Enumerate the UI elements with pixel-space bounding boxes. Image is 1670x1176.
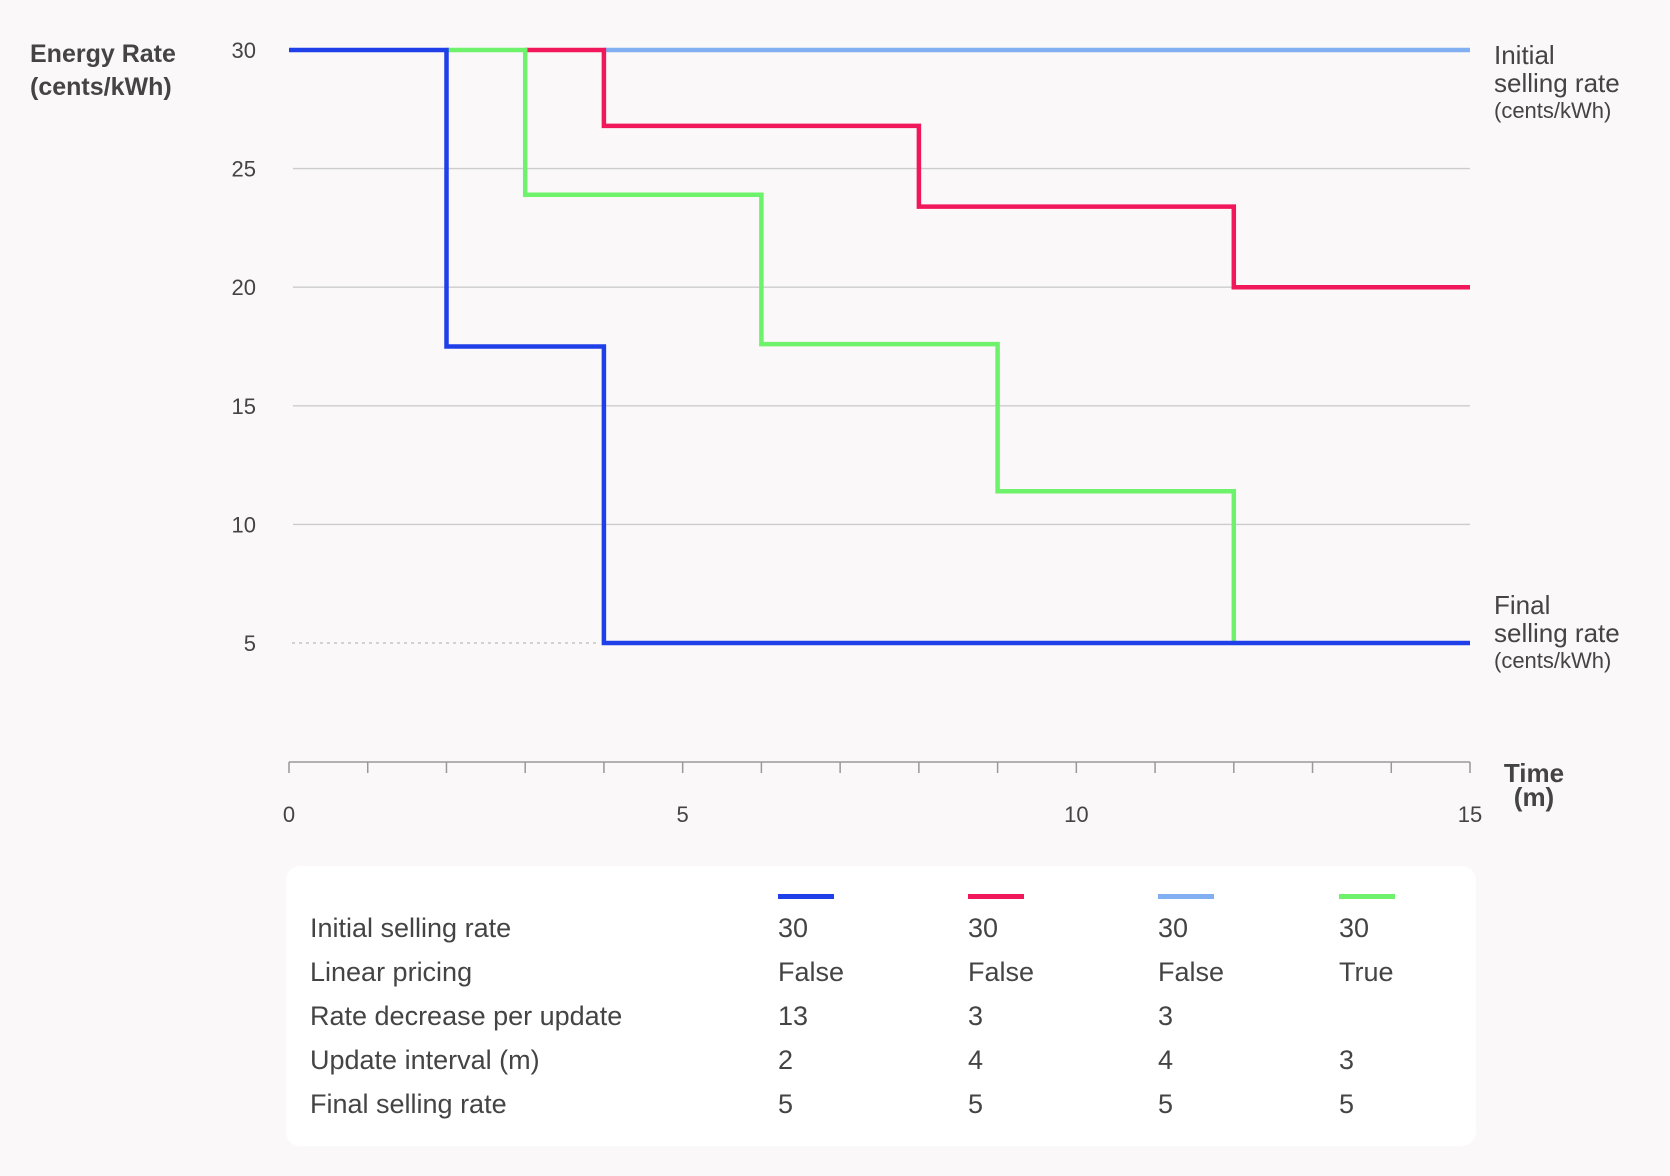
legend-cell: 3 <box>1339 1044 1355 1075</box>
legend-cell: 30 <box>1339 912 1370 943</box>
x-axis <box>288 761 1471 773</box>
legend-row-label: Rate decrease per update <box>310 1000 623 1031</box>
legend-row-label: Update interval (m) <box>310 1044 540 1075</box>
legend-swatch-cell <box>778 886 968 906</box>
legend-cell: 3 <box>1158 1000 1174 1031</box>
y-tick-labels: 30 25 20 15 10 5 <box>232 38 256 656</box>
series-line-4 <box>446 47 1237 643</box>
final-label-line1: Final <box>1494 590 1550 620</box>
y-tick-label: 10 <box>232 512 256 537</box>
y-axis-title-line2: (cents/kWh) <box>30 73 172 101</box>
legend-cell: 2 <box>778 1044 794 1075</box>
series-lines <box>289 47 1470 646</box>
initial-rate-label: Initial selling rate (cents/kWh) <box>1494 40 1620 123</box>
y-tick-label: 25 <box>232 157 256 182</box>
initial-label-line1: Initial <box>1494 40 1555 70</box>
series-line-2 <box>525 47 1470 290</box>
legend-swatch-row <box>310 886 1459 906</box>
legend-cell <box>1339 994 1459 1038</box>
legend-cell: 5 <box>778 1088 794 1119</box>
energy-rate-chart: Energy Rate (cents/kWh) 30 25 20 15 10 5 0 5 10… <box>30 38 1620 827</box>
legend-table-panel: Initial selling rate 30 30 30 30 Linear prici… <box>286 866 1476 1146</box>
y-axis-title-line1: Energy Rate <box>30 40 176 68</box>
legend-swatch <box>1158 893 1214 899</box>
x-tick-label: 15 <box>1458 802 1482 827</box>
y-tick-label: 15 <box>232 394 256 419</box>
final-label-line2: selling rate <box>1494 618 1620 648</box>
legend-row-label: Initial selling rate <box>310 912 512 943</box>
legend-cell: False <box>778 956 845 987</box>
legend-swatch <box>778 893 834 899</box>
legend-cell: 5 <box>1158 1088 1174 1119</box>
initial-label-line2: selling rate <box>1494 68 1620 98</box>
legend-cell: 30 <box>778 912 809 943</box>
x-axis-title-line1: Time <box>1504 758 1564 788</box>
legend-swatch-cell <box>968 886 1158 906</box>
y-tick-label: 20 <box>232 275 256 300</box>
legend-cell: False <box>968 956 1035 987</box>
legend-cell: 3 <box>968 1000 984 1031</box>
x-axis-title-line2: (m) <box>1514 782 1554 812</box>
x-tick-label: 5 <box>677 802 689 827</box>
legend-row: Rate decrease per update 13 3 3 <box>310 994 1459 1038</box>
legend-swatch <box>968 893 1024 899</box>
legend-row: Final selling rate 5 5 5 5 <box>310 1082 1459 1126</box>
initial-label-unit: (cents/kWh) <box>1494 98 1611 123</box>
legend-row: Initial selling rate 30 30 30 30 <box>310 906 1459 950</box>
legend-cell: 30 <box>968 912 999 943</box>
legend-row-label: Final selling rate <box>310 1088 507 1119</box>
legend-cell: 5 <box>968 1088 984 1119</box>
final-rate-label: Final selling rate (cents/kWh) <box>1494 590 1620 673</box>
legend-swatch <box>1339 893 1395 899</box>
legend-cell: 30 <box>1158 912 1189 943</box>
series-line-1 <box>289 47 1470 646</box>
x-tick-labels: 0 5 10 15 <box>283 802 1482 827</box>
legend-table: Initial selling rate 30 30 30 30 Linear prici… <box>310 886 1459 1126</box>
final-label-unit: (cents/kWh) <box>1494 648 1611 673</box>
legend-cell: False <box>1158 956 1225 987</box>
legend-swatch-cell <box>1339 886 1459 906</box>
y-tick-label: 30 <box>232 38 256 63</box>
legend-row: Linear pricing False False False True <box>310 950 1459 994</box>
x-tick-label: 10 <box>1064 802 1088 827</box>
x-tick-label: 0 <box>283 802 295 827</box>
legend-cell: 4 <box>1158 1044 1174 1075</box>
legend-cell: 13 <box>778 1000 809 1031</box>
legend-cell: 5 <box>1339 1088 1355 1119</box>
legend-row: Update interval (m) 2 4 4 3 <box>310 1038 1459 1082</box>
y-tick-label: 5 <box>244 631 256 656</box>
legend-swatch-cell <box>1158 886 1339 906</box>
legend-swatch-spacer <box>310 886 778 906</box>
legend-row-label: Linear pricing <box>310 956 473 987</box>
legend-cell: True <box>1339 956 1394 987</box>
legend-cell: 4 <box>968 1044 984 1075</box>
